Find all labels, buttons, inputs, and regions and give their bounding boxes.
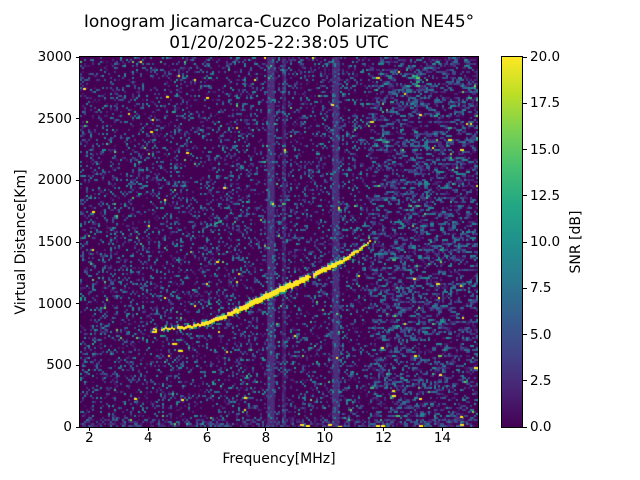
y-tick-label: 0 (63, 419, 72, 435)
y-tick-label: 1500 (37, 234, 72, 250)
y-tick-mark (76, 364, 80, 366)
colorbar-tick-mark (523, 241, 527, 243)
x-tick-mark (383, 427, 385, 431)
x-tick-label: 6 (202, 430, 212, 446)
x-axis-label: Frequency[MHz] (222, 451, 336, 467)
y-tick-mark (76, 118, 80, 120)
y-tick-label: 1000 (37, 295, 72, 312)
y-tick-mark (76, 179, 80, 181)
y-tick-mark (76, 56, 80, 58)
colorbar-tick-mark (523, 195, 527, 197)
colorbar-tick-mark (523, 380, 527, 382)
colorbar-tick-mark (523, 102, 527, 104)
colorbar-tick-label: 10.0 (530, 234, 561, 250)
x-tick-label: 2 (85, 430, 94, 446)
title-line-2: 01/20/2025-22:38:05 UTC (169, 33, 389, 53)
ionogram-heatmap (80, 57, 478, 427)
y-tick-label: 2500 (37, 110, 72, 127)
x-tick-mark (147, 427, 149, 431)
colorbar-tick-mark (523, 287, 527, 289)
colorbar-tick-mark (523, 56, 527, 58)
colorbar-tick-mark (523, 426, 527, 428)
x-tick-label: 4 (143, 430, 153, 446)
y-tick-label: 3000 (37, 49, 72, 65)
y-tick-label: 2000 (37, 172, 72, 189)
x-tick-mark (324, 427, 326, 431)
x-tick-mark (441, 427, 443, 431)
colorbar (501, 56, 523, 428)
x-tick-label: 8 (261, 430, 271, 446)
y-tick-mark (76, 241, 80, 243)
x-tick-label: 10 (316, 430, 334, 446)
colorbar-tick-label: 17.5 (530, 95, 561, 112)
x-tick-mark (265, 427, 267, 431)
colorbar-tick-mark (523, 334, 527, 335)
x-tick-mark (88, 427, 90, 431)
colorbar-tick-label: 12.5 (530, 187, 561, 204)
chart-title: Ionogram Jicamarca-Cuzco Polarization NE… (84, 12, 474, 54)
colorbar-tick-mark (523, 149, 527, 150)
title-line-1: Ionogram Jicamarca-Cuzco Polarization NE… (83, 12, 475, 32)
y-tick-mark (76, 303, 80, 305)
colorbar-gradient (502, 57, 522, 427)
colorbar-tick-label: 5.0 (530, 326, 552, 343)
colorbar-tick-label: 2.5 (530, 372, 552, 389)
x-tick-label: 12 (374, 430, 393, 446)
colorbar-tick-label: 0.0 (530, 419, 552, 435)
colorbar-label: SNR [dB] (568, 210, 584, 274)
colorbar-tick-label: 20.0 (530, 49, 561, 65)
y-tick-mark (76, 426, 80, 428)
x-tick-mark (206, 427, 208, 431)
colorbar-tick-label: 15.0 (530, 141, 561, 158)
colorbar-tick-label: 7.5 (530, 280, 552, 297)
y-tick-label: 500 (46, 357, 72, 374)
plot-area (79, 56, 479, 428)
x-tick-label: 14 (433, 430, 451, 446)
